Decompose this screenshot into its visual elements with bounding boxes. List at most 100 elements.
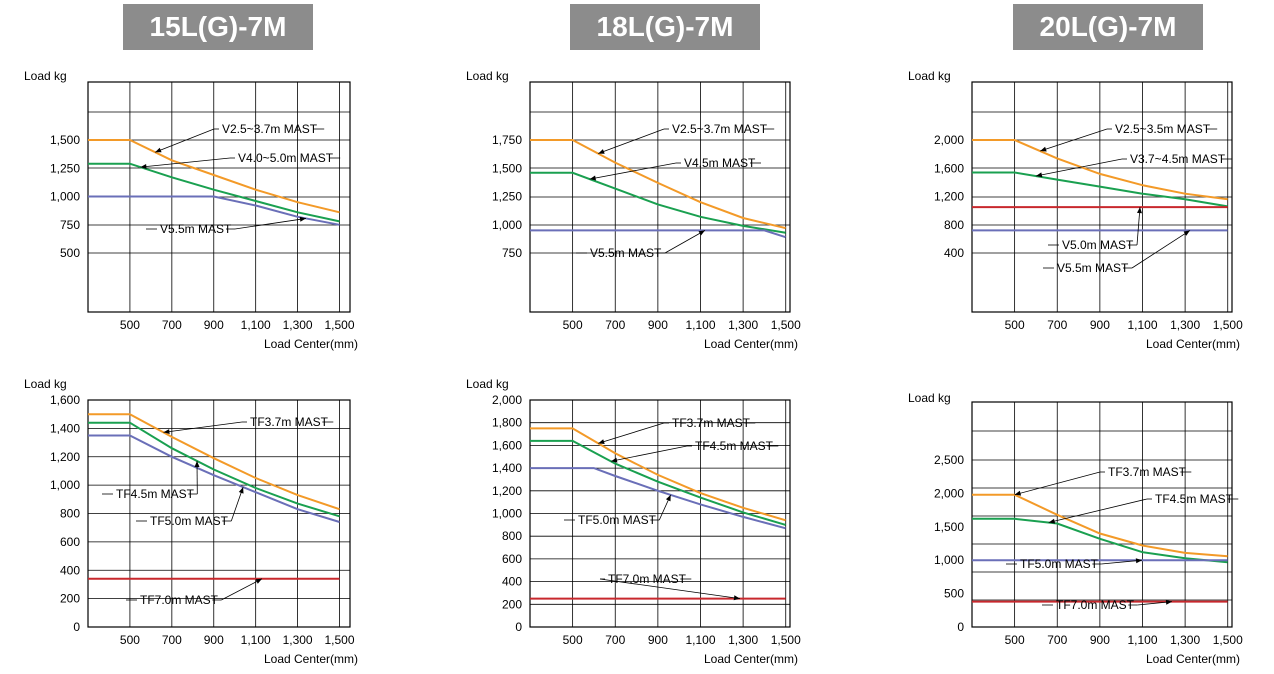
leader-line <box>1131 230 1191 269</box>
leader-line <box>234 218 307 230</box>
x-axis-label: Load Center(mm) <box>264 337 358 351</box>
x-tick-label: 1,500 <box>771 318 801 332</box>
series-label: V2.5~3.7m MAST <box>672 122 768 136</box>
y-axis-label: Load kg <box>466 377 509 391</box>
y-tick-label: 1,500 <box>934 520 964 534</box>
series-label: TF7.0m MAST <box>140 593 219 607</box>
x-tick-label: 700 <box>1047 318 1067 332</box>
chart-2: Load kg 1,750 1,500 1,250 1,000 750 500 700 900 1… <box>466 69 801 351</box>
y-tick-label: 800 <box>60 507 80 521</box>
series-line-green <box>530 171 786 234</box>
y-tick-label: 2,000 <box>934 133 964 147</box>
x-tick-label: 1,300 <box>728 633 758 647</box>
y-tick-label: 800 <box>502 529 522 543</box>
x-tick-label: 1,500 <box>1213 318 1243 332</box>
x-tick-label: 1,300 <box>283 318 313 332</box>
x-tick-label: 900 <box>648 633 668 647</box>
y-tick-label: 1,500 <box>50 133 80 147</box>
series-label: V2.5~3.7m MAST <box>222 122 318 136</box>
y-tick-label: 600 <box>60 535 80 549</box>
y-tick-label: 0 <box>957 620 964 634</box>
y-tick-label: 1,200 <box>492 484 522 498</box>
arrow-head <box>598 439 605 444</box>
y-tick-label: 1,000 <box>50 190 80 204</box>
series-label: TF4.5m MAST <box>1155 492 1234 506</box>
y-tick-label: 800 <box>944 218 964 232</box>
x-tick-label: 500 <box>120 633 140 647</box>
y-tick-label: 1,600 <box>50 393 80 407</box>
series-label: TF5.0m MAST <box>578 513 657 527</box>
y-tick-label: 1,000 <box>492 507 522 521</box>
arrow-head <box>1014 490 1022 496</box>
leader-line <box>1014 471 1101 496</box>
series-line-orange <box>530 139 786 230</box>
y-axis-label: Load kg <box>24 69 67 83</box>
arrow-head <box>1135 558 1142 564</box>
series-line-green <box>972 171 1228 208</box>
y-tick-label: 400 <box>502 575 522 589</box>
x-tick-label: 900 <box>204 318 224 332</box>
leader-line <box>1136 207 1141 246</box>
x-tick-label: 1,500 <box>325 633 355 647</box>
x-tick-label: 700 <box>1047 633 1067 647</box>
y-tick-label: 0 <box>73 620 80 634</box>
chart-4: Load kg 1,600 1,400 1,200 1,000 800 600 400 200 0… <box>24 377 358 666</box>
leader-line <box>1035 158 1123 177</box>
series-line-orange <box>88 139 340 214</box>
y-tick-label: 2,000 <box>492 393 522 407</box>
x-tick-label: 900 <box>1090 633 1110 647</box>
model-tab-18l: 18L(G)-7M <box>570 4 760 50</box>
x-tick-label: 700 <box>605 318 625 332</box>
series-label: TF3.7m MAST <box>1108 465 1187 479</box>
model-tab-15l: 15L(G)-7M <box>123 4 313 50</box>
series-line-blue <box>530 467 786 530</box>
y-tick-label: 1,000 <box>934 553 964 567</box>
x-tick-label: 1,300 <box>283 633 313 647</box>
y-tick-label: 200 <box>502 597 522 611</box>
x-tick-label: 500 <box>563 318 583 332</box>
x-tick-label: 1,500 <box>325 318 355 332</box>
y-tick-label: 0 <box>515 620 522 634</box>
series-label: V5.0m MAST <box>1062 238 1134 252</box>
series-label: V5.5m MAST <box>160 222 232 236</box>
series-label: TF7.0m MAST <box>608 572 687 586</box>
leader-line <box>664 230 706 254</box>
y-tick-label: 600 <box>502 552 522 566</box>
y-tick-label: 1,200 <box>934 190 964 204</box>
model-tab-20l: 20L(G)-7M <box>1013 4 1203 50</box>
leader-line <box>589 162 677 180</box>
x-tick-label: 1,300 <box>1170 633 1200 647</box>
arrow-head <box>1137 207 1142 214</box>
leader-line <box>1040 128 1108 152</box>
arrow-head <box>589 175 596 181</box>
arrow-head <box>1183 230 1190 236</box>
x-axis-label: Load Center(mm) <box>264 652 358 666</box>
x-tick-label: 1,100 <box>241 318 271 332</box>
arrow-head <box>238 487 244 494</box>
series-label: TF3.7m MAST <box>250 415 329 429</box>
series-line-orange <box>972 139 1228 201</box>
x-axis-label: Load Center(mm) <box>1146 337 1240 351</box>
y-tick-label: 1,800 <box>492 416 522 430</box>
y-tick-label: 1,250 <box>50 161 80 175</box>
series-line-blue <box>88 434 340 523</box>
y-tick-label: 1,600 <box>934 161 964 175</box>
arrow-head <box>1048 518 1056 524</box>
leader-line <box>163 421 243 433</box>
chart-1: Load kg 1,500 1,250 1,000 750 500 500 700 900 1,1… <box>24 69 358 351</box>
y-tick-label: 750 <box>502 246 522 260</box>
x-tick-label: 1,100 <box>685 318 715 332</box>
x-tick-label: 1,300 <box>1170 318 1200 332</box>
x-tick-label: 1,300 <box>728 318 758 332</box>
y-tick-label: 2,000 <box>934 486 964 500</box>
series-line-green <box>88 421 340 518</box>
series-label: TF3.7m MAST <box>672 416 751 430</box>
series-label: V5.5m MAST <box>590 246 662 260</box>
y-axis-label: Load kg <box>908 391 951 405</box>
series-label: V3.7~4.5m MAST <box>1130 152 1226 166</box>
y-tick-label: 400 <box>60 563 80 577</box>
series-label: V2.5~3.5m MAST <box>1115 122 1211 136</box>
plot-frame <box>529 399 791 628</box>
arrow-head <box>155 147 162 153</box>
y-tick-label: 1,250 <box>492 190 522 204</box>
